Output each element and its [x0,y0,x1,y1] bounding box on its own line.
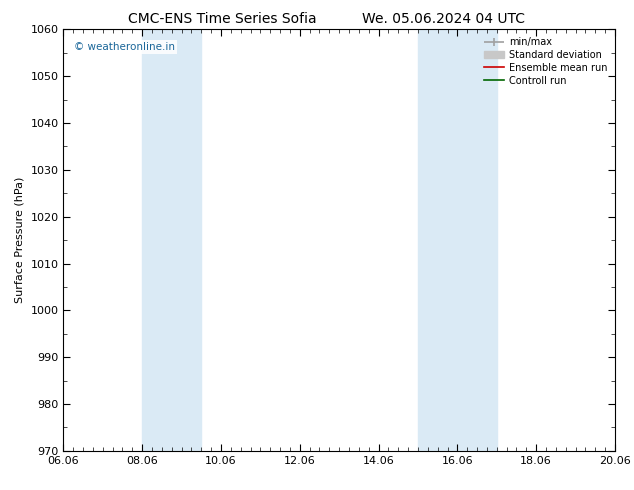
Text: © weatheronline.in: © weatheronline.in [74,42,176,52]
Y-axis label: Surface Pressure (hPa): Surface Pressure (hPa) [15,177,25,303]
Bar [142,29,202,451]
Text: We. 05.06.2024 04 UTC: We. 05.06.2024 04 UTC [362,12,526,26]
Bar [418,29,497,451]
Text: CMC-ENS Time Series Sofia: CMC-ENS Time Series Sofia [127,12,316,26]
Legend: min/max, Standard deviation, Ensemble mean run, Controll run: min/max, Standard deviation, Ensemble me… [481,34,610,89]
